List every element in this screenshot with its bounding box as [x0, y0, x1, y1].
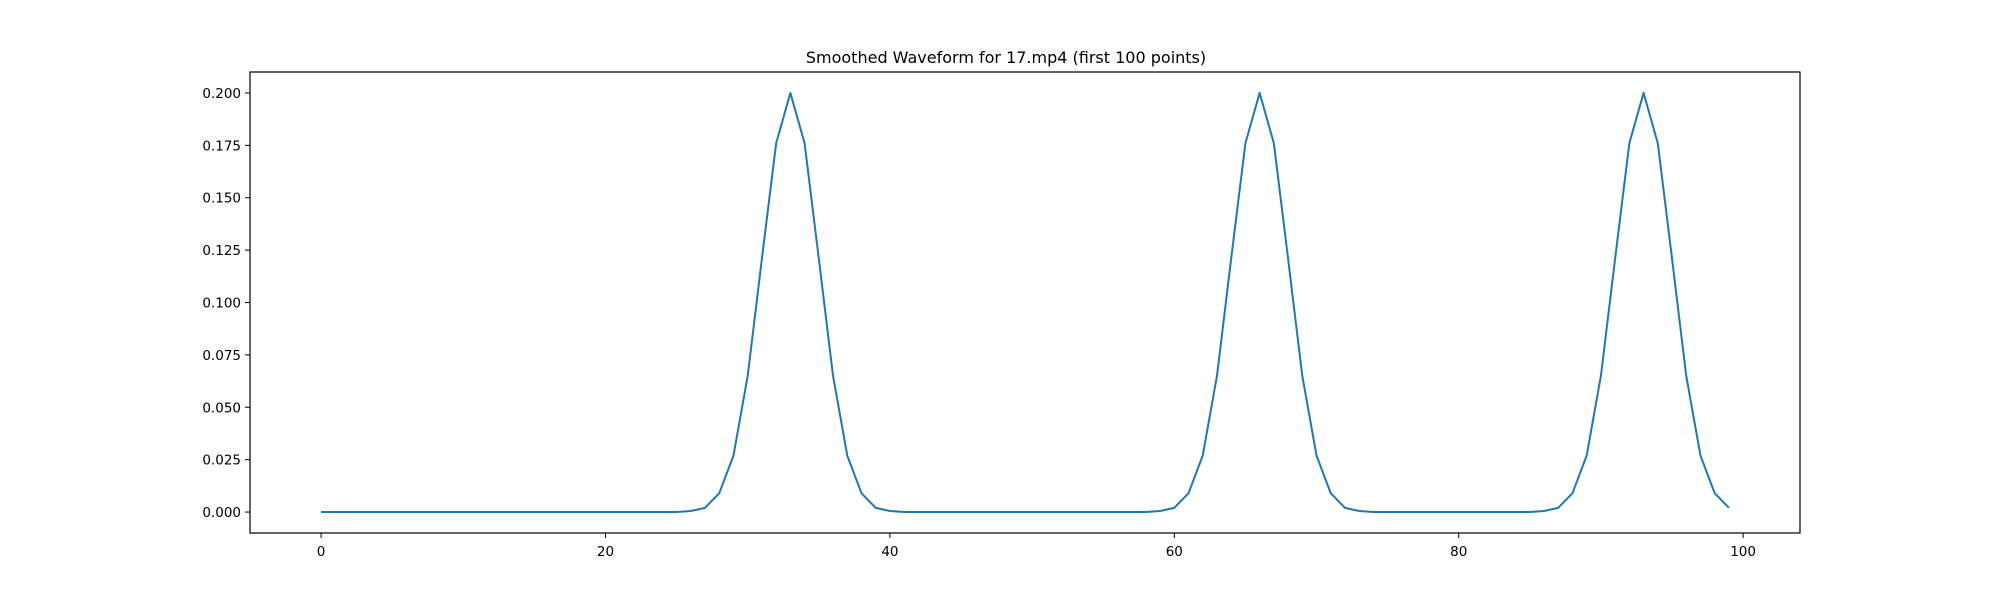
x-axis-ticks: 0 20 40 60 80 100	[317, 533, 1756, 560]
y-tick-label: 0.050	[202, 400, 241, 416]
y-tick-label: 0.150	[202, 191, 241, 207]
waveform-line	[321, 91, 1730, 514]
y-tick-label: 0.100	[202, 296, 241, 312]
chart-title: Smoothed Waveform for 17.mp4 (first 100 …	[806, 48, 1206, 67]
x-tick-label: 80	[1450, 544, 1467, 560]
plot-area-frame	[249, 71, 1801, 534]
y-tick-label: 0.000	[202, 505, 241, 521]
y-tick-label: 0.175	[202, 138, 241, 154]
x-tick-label: 0	[317, 544, 326, 560]
x-tick-label: 40	[881, 544, 898, 560]
y-tick-label: 0.125	[202, 243, 241, 259]
x-tick-label: 60	[1166, 544, 1183, 560]
y-tick-label: 0.200	[202, 86, 241, 102]
y-tick-label: 0.025	[202, 453, 241, 469]
x-tick-label: 20	[597, 544, 614, 560]
x-tick-label: 100	[1730, 544, 1756, 560]
y-axis-ticks: 0.000 0.025 0.050 0.075 0.100 0.125 0.150 0.175…	[202, 86, 250, 521]
y-tick-label: 0.075	[202, 348, 241, 364]
